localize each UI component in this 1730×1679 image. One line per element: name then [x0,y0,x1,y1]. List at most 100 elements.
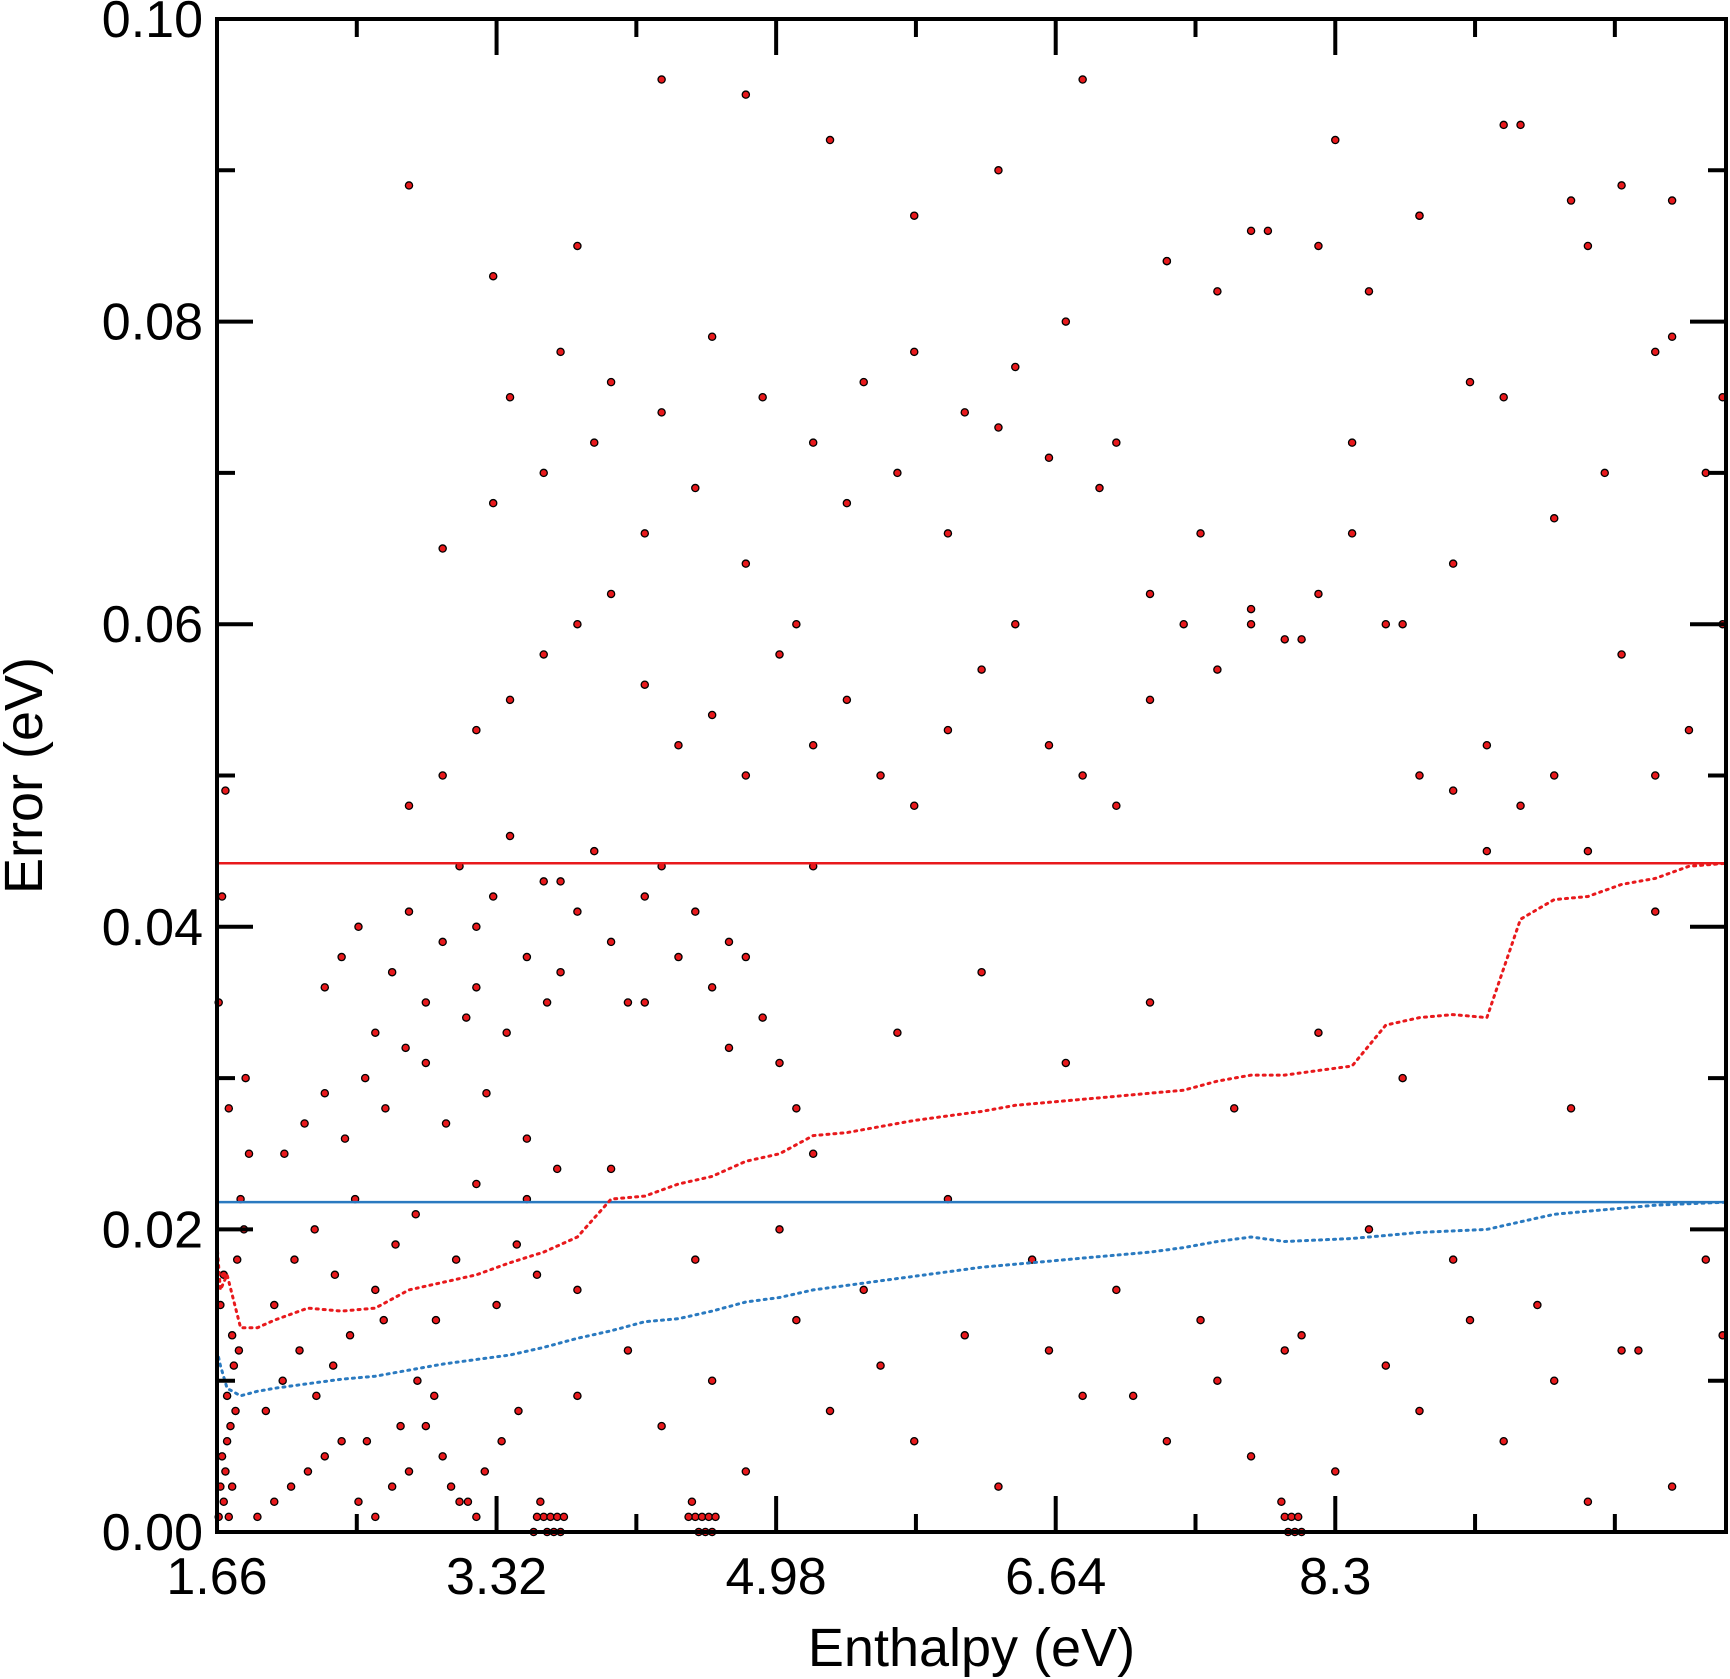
scatter-point [497,1436,506,1446]
scatter-markers [214,75,1727,1537]
scatter-point [472,1512,481,1522]
scatter-point [1667,1482,1677,1491]
scatter-point [1448,1255,1458,1264]
scatter-point [741,559,751,568]
scatter-point [480,1467,490,1476]
scatter-point [512,1240,522,1249]
scatter-point [226,1421,235,1431]
scatter-point [219,1497,228,1506]
scatter-point [960,408,970,417]
scatter-point [421,1421,431,1431]
scatter-point [1145,589,1155,599]
scatter-point [270,1497,279,1506]
scatter-point [1293,1512,1303,1522]
scatter-point [707,1376,717,1385]
scatter-point [994,166,1003,175]
scatter-point [330,1270,340,1280]
scatter-point [1246,604,1256,614]
scatter-point [640,680,650,689]
scatter-point [1381,1361,1391,1370]
scatter-point [559,1512,569,1522]
scatter-point [438,544,447,553]
scatter-point [1011,362,1020,372]
scatter-point [775,650,784,659]
scatter-point [244,1149,254,1159]
scatter-point [539,877,548,886]
scatter-point [379,1315,388,1325]
scatter-point [573,241,582,251]
reference-lines [215,861,1728,1398]
scatter-point [1044,1346,1054,1355]
scatter-point [1128,1391,1138,1401]
scatter-point [842,498,852,508]
scatter-point [1044,453,1054,463]
scatter-point [1651,771,1660,780]
scatter-point [1095,483,1104,493]
scatter-point [472,922,481,932]
scatter-point [1415,211,1424,220]
scatter-point [391,1240,400,1249]
scatter-point [623,998,633,1007]
scatter-point [1078,1391,1087,1401]
scatter-point [522,1134,532,1143]
scatter-point [404,1467,414,1476]
scatter-point [556,967,565,977]
scatter-point [1448,559,1458,568]
scatter-point [221,1467,230,1476]
scatter-point [1229,1104,1239,1113]
scatter-point [234,1346,244,1355]
scatter-point [261,1406,271,1416]
scatter-point [1112,438,1121,447]
scatter-point [909,1436,919,1446]
scatter-point [691,483,700,493]
scatter-point [1516,120,1525,130]
scatter-point [1667,332,1677,341]
scatter-point [387,1482,397,1491]
scatter-point [413,1376,422,1385]
scatter-point [741,1467,751,1476]
scatter-point [1145,695,1155,705]
scatter-point [1684,725,1694,735]
scatter-point [909,801,919,811]
scatter-point [711,1512,720,1522]
scatter-point [707,983,717,992]
y-axis-title: Error (eV) [0,657,54,894]
scatter-point [590,438,599,447]
scatter-point [488,271,498,281]
scatter-point [472,983,481,992]
scatter-point [1162,256,1172,266]
scatter-point [1246,619,1256,629]
scatter-point [640,998,650,1007]
scatter-point [539,650,548,659]
scatter-point [227,1482,237,1491]
scatter-point [532,1512,542,1522]
scatter-point [303,1467,313,1476]
scatter-point [1448,786,1458,795]
scatter-point [893,468,902,478]
scatter-point [371,1512,380,1522]
scatter-point [1347,438,1357,447]
scatter-point [893,1028,902,1037]
scatter-point [222,1436,232,1446]
scatter-point [455,1497,464,1506]
scatter-point [1499,120,1508,130]
scatter-point [808,438,818,447]
scatter-point [270,1300,279,1310]
scatter-point [606,937,616,947]
scatter-point [295,1346,304,1355]
scatter-point [1314,241,1323,251]
scatter-point [1364,1225,1374,1234]
scatter-point [1196,1315,1205,1325]
scatter-point [859,1285,868,1295]
scatter-point [1112,801,1121,811]
scatter-point [505,831,515,841]
scatter-point [290,1255,299,1264]
scatter-point [1263,226,1273,236]
scatter-point [606,1164,616,1174]
scatter-point [1533,1300,1542,1310]
scatter-point [977,665,986,674]
scatter-point [462,1013,471,1022]
scatter-point [522,952,532,962]
scatter-point [1061,1058,1071,1068]
y-tick-label: 0.04 [102,899,203,957]
